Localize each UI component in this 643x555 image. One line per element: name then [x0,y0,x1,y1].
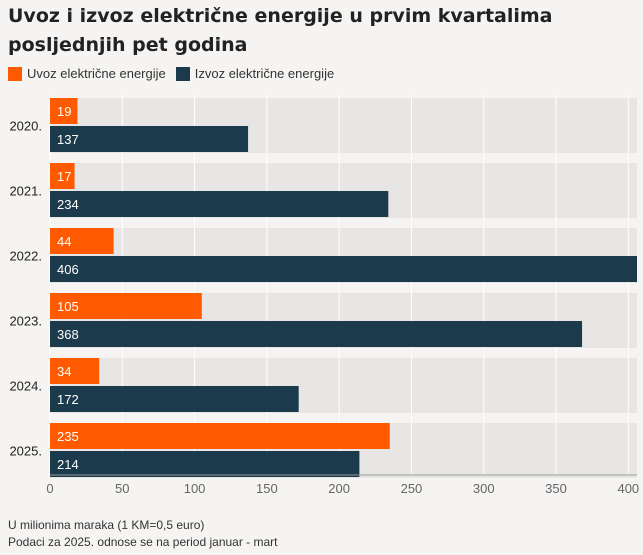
data-label: 172 [57,392,79,407]
legend-label-export: Izvoz električne energije [194,66,335,81]
x-tick-label: 0 [46,481,53,496]
data-label: 234 [57,197,79,212]
bar [50,451,360,477]
footnote-period: Podaci za 2025. odnose se na period janu… [8,535,278,549]
legend-swatch-export [175,66,190,81]
category-label: 2024. [9,379,42,394]
legend-label-import: Uvoz električne energije [27,66,166,81]
x-tick-label: 350 [545,481,567,496]
bar [50,191,389,217]
category-label: 2022. [9,249,42,264]
bar [50,98,78,124]
x-tick-label: 250 [401,481,423,496]
x-tick-label: 300 [473,481,495,496]
data-label: 44 [57,234,71,249]
category-label: 2023. [9,314,42,329]
data-label: 17 [57,169,71,184]
bar [50,256,637,282]
legend-swatch-import [8,66,22,81]
bar [50,293,202,319]
category-label: 2021. [9,184,42,199]
bar [50,423,390,449]
x-tick-label: 50 [115,481,129,496]
data-label: 137 [57,132,79,147]
data-label: 105 [57,299,79,314]
legend-item-import: Uvoz električne energije [8,66,166,81]
bar-chart: 2020.191372021.172342022.444062023.10536… [9,94,639,496]
bar [50,228,114,254]
bar [50,126,249,152]
legend-item-export: Izvoz električne energije [175,66,335,81]
data-label: 235 [57,429,79,444]
x-tick-label: 400 [617,481,639,496]
legend: Uvoz električne energije Izvoz električn… [8,66,344,81]
footnote-units: U milionima maraka (1 KM=0,5 euro) [8,518,205,532]
category-label: 2025. [9,444,42,459]
bar [50,163,75,189]
data-label: 214 [57,457,79,472]
chart-title: Uvoz i izvoz električne energije u prvim… [8,5,553,56]
bar [50,358,100,384]
bar [50,386,299,412]
x-tick-label: 150 [256,481,278,496]
data-label: 34 [57,364,71,379]
category-label: 2020. [9,119,42,134]
bar [50,321,583,347]
x-tick-label: 100 [184,481,206,496]
data-label: 19 [57,104,71,119]
x-tick-label: 200 [328,481,350,496]
data-label: 406 [57,262,79,277]
data-label: 368 [57,327,79,342]
